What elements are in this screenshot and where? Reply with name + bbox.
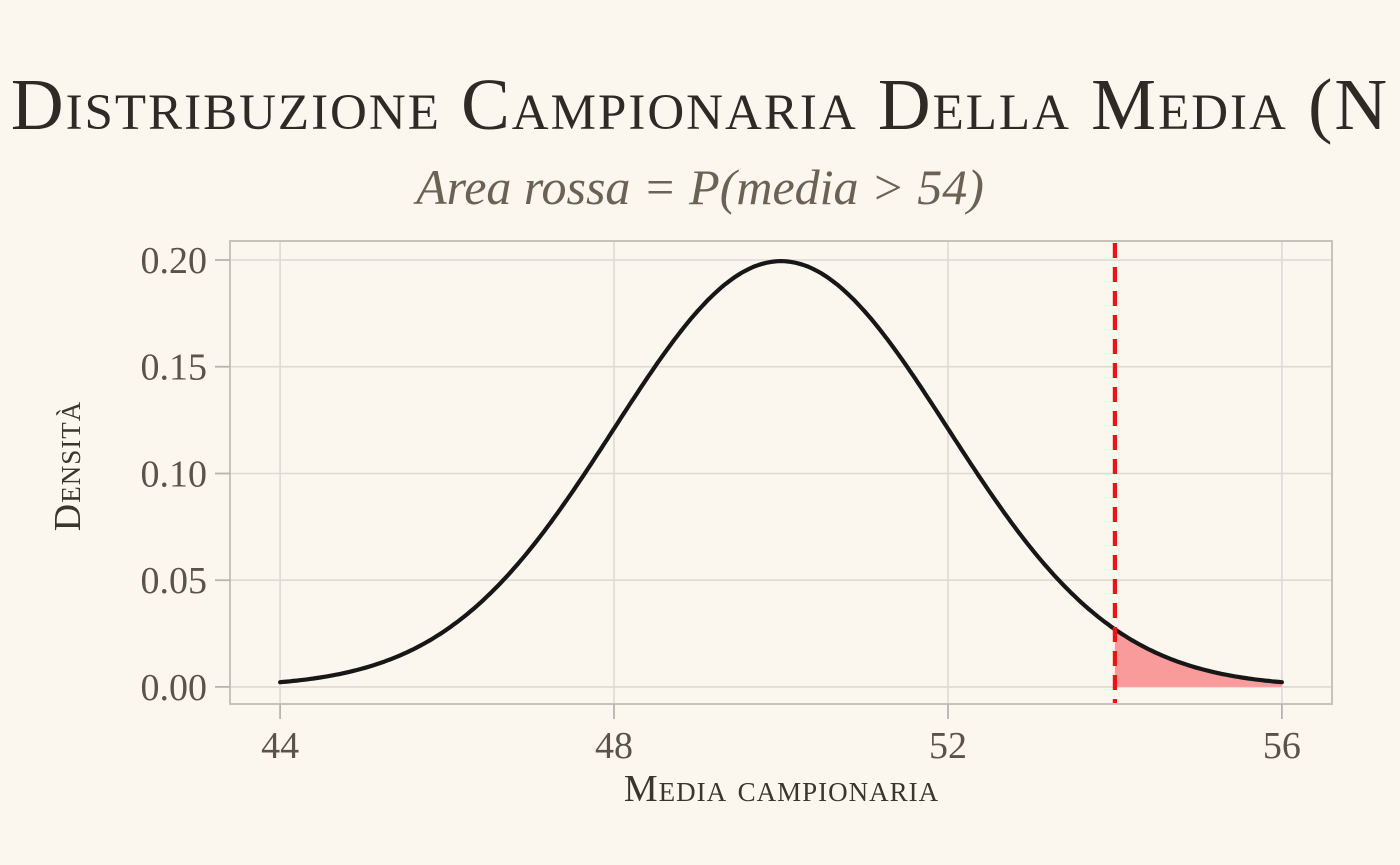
x-tick-label: 52 xyxy=(929,725,967,767)
density-curve xyxy=(278,258,1284,685)
y-tick-label: 0.15 xyxy=(141,347,208,389)
x-tick-label: 56 xyxy=(1263,725,1301,767)
y-tick-label: 0.20 xyxy=(141,240,208,282)
chart-subtitle: Area rossa = P(media > 54) xyxy=(416,159,984,215)
x-axis-title: Media campionaria xyxy=(623,768,940,810)
y-tick-label: 0.05 xyxy=(141,560,208,602)
axis-tick-labels: 44 48 52 56 0.00 0.05 0.10 0.15 0.20 xyxy=(141,240,1301,767)
gridlines xyxy=(230,241,1332,704)
panel-border xyxy=(229,240,1333,705)
y-tick-label: 0.10 xyxy=(141,454,208,496)
y-tick-label: 0.00 xyxy=(141,667,208,709)
x-tick-label: 44 xyxy=(261,725,299,767)
chart-title: Distribuzione Campionaria Della Media (N xyxy=(10,64,1390,145)
y-axis-title: Densità xyxy=(47,400,89,532)
x-tick-label: 48 xyxy=(595,725,633,767)
axis-ticks xyxy=(215,259,1283,719)
shaded-area-right-tail xyxy=(1114,629,1282,687)
